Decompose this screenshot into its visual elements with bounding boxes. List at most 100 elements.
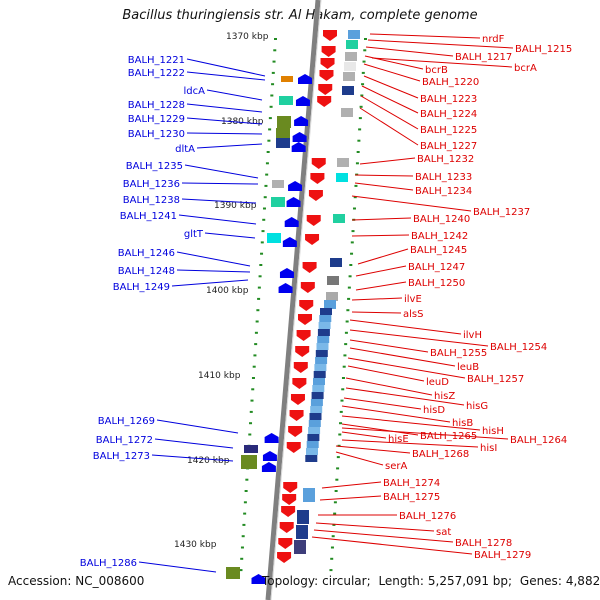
scale-tick-left [249,410,253,413]
forward-gene-label: BALH_1221 [128,55,185,66]
reverse-leader-line [315,522,435,532]
expression-box [343,72,355,81]
reverse-gene-label: BALH_1250 [408,278,465,289]
forward-strand-arrow [298,74,312,84]
scale-tick-left [241,535,245,538]
expression-box [345,52,357,61]
reverse-gene-label: leuD [426,377,449,388]
reverse-strand-arrow [288,426,303,437]
forward-gene-label: BALH_1272 [96,435,153,446]
forward-strand-arrow [251,574,266,584]
reverse-strand-arrow [292,378,307,389]
scale-tick-right [343,354,347,357]
scale-ticks [239,38,367,572]
expression-box [244,445,258,453]
scale-tick-left [267,139,271,142]
forward-strand-arrow [262,451,277,461]
expression-box [324,300,336,309]
expression-box [267,233,281,243]
reverse-gene-label: BALH_1278 [455,538,512,549]
reverse-gene-label: BALH_1242 [411,231,468,242]
expression-box [333,214,345,223]
scale-tick-right [347,286,351,289]
reverse-gene-label: ilvE [404,294,422,305]
reverse-strand-arrow [283,482,298,493]
scale-label: 1390 kbp [214,201,257,211]
scale-tick-left [264,184,268,187]
scale-tick-left [272,60,276,63]
scale-tick-right [329,569,333,572]
gene-labels: BALH_1221 BALH_1222 ldcA BALH_1228 BALH_1229… [80,34,573,569]
scale-tick-left [262,207,266,210]
reverse-gene-label: bcrA [514,63,537,74]
reverse-leader-line [335,451,384,466]
expression-box [281,76,293,82]
scale-tick-left [257,297,261,300]
expression-box [241,455,257,469]
forward-gene-label: BALH_1286 [80,558,137,569]
scale-tick-left [265,173,269,176]
reverse-gene-label: BALH_1223 [420,94,477,105]
scale-tick-right [361,71,365,74]
operon-expression-box [313,371,326,378]
forward-gene-label: BALH_1222 [128,68,185,79]
forward-leader-line [186,58,266,77]
reverse-gene-label: BALH_1279 [474,550,531,561]
reverse-strand-arrow [300,282,315,293]
reverse-strand-arrow [320,58,335,69]
operon-expression-box [314,364,327,371]
reverse-leader-line [341,415,481,431]
forward-strand-arrow [291,142,306,152]
scale-tick-left [251,377,255,379]
scale-tick-left [263,196,267,199]
scale-tick-right [346,309,350,312]
expression-box [297,510,309,524]
scale-tick-left [274,38,277,40]
reverse-gene-label: BALH_1232 [417,154,474,165]
scale-tick-right [350,241,354,244]
reverse-gene-label: BALH_1257 [467,374,524,385]
scale-tick-right [354,184,358,187]
scale-tick-left [255,320,259,323]
reverse-leader-line [341,439,479,448]
forward-leader-line [186,71,266,81]
reverse-leader-line [349,339,429,353]
scale-tick-left [253,354,257,357]
scale-tick-left [243,512,247,515]
scale-tick-left [273,49,277,52]
topology-label: Topology: [262,574,319,588]
scale-tick-right [332,523,336,526]
reverse-leader-line [351,217,412,221]
forward-gene-label: BALH_1269 [98,416,155,427]
scale-tick-right [336,456,340,459]
reverse-gene-label: BALH_1225 [420,125,477,136]
reverse-gene-label: hisE [388,434,409,445]
reverse-leader-line [347,365,425,382]
expression-box [348,30,360,39]
reverse-strand-arrow [311,158,326,169]
reverse-leader-line [351,195,472,212]
scale-tick-left [271,83,275,86]
reverse-leader-line [343,397,422,410]
operon-expression-box [316,343,329,350]
reverse-leader-line [341,427,509,440]
scale-tick-left [249,422,253,425]
reverse-leader-line [345,377,433,396]
scale-tick-left [265,162,269,165]
scale-tick-right [362,60,366,63]
scale-tick-left [260,241,264,244]
reverse-leader-line [349,329,489,347]
scale-tick-left [252,365,256,368]
reverse-strand-arrow [282,494,297,505]
expression-box [294,540,306,554]
scale-tick-left [240,557,244,560]
operon-expression-box [320,308,332,315]
forward-strand-arrow [288,181,303,191]
operon-expression-box [311,392,324,399]
scale-tick-right [351,230,355,233]
reverse-strand-arrow [296,330,311,341]
forward-leader-line [151,454,234,462]
forward-gene-label: BALH_1246 [118,248,175,259]
reverse-gene-label: hisH [482,426,504,437]
accession-value: NC_008600 [75,574,145,588]
